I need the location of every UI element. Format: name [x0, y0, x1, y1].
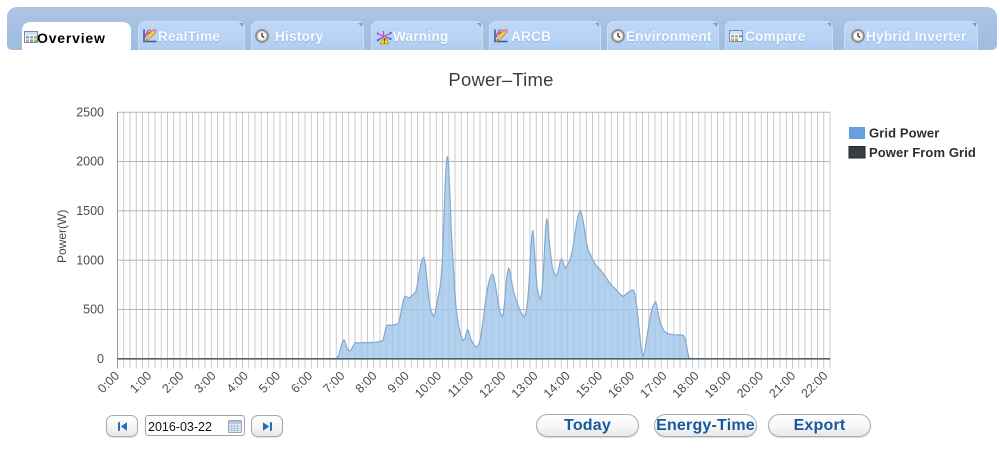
svg-text:4:00: 4:00 — [224, 369, 251, 396]
svg-text:1:00: 1:00 — [127, 369, 154, 396]
svg-text:0: 0 — [97, 352, 104, 366]
svg-text:5:00: 5:00 — [256, 369, 283, 396]
svg-text:8:00: 8:00 — [353, 369, 380, 396]
svg-text:15:00: 15:00 — [573, 369, 605, 401]
svg-text:18:00: 18:00 — [670, 369, 702, 401]
svg-text:19:00: 19:00 — [702, 369, 734, 401]
svg-text:12:00: 12:00 — [477, 369, 509, 401]
svg-text:11:00: 11:00 — [445, 369, 476, 400]
svg-text:2000: 2000 — [76, 155, 104, 169]
svg-text:22:00: 22:00 — [799, 369, 831, 401]
svg-text:17:00: 17:00 — [638, 369, 670, 401]
svg-text:13:00: 13:00 — [509, 369, 541, 401]
svg-text:3:00: 3:00 — [192, 369, 219, 396]
svg-text:Grid Power: Grid Power — [869, 126, 939, 141]
svg-text:Power From Grid: Power From Grid — [869, 145, 976, 160]
svg-text:0:00: 0:00 — [95, 369, 122, 396]
svg-text:14:00: 14:00 — [541, 369, 573, 401]
svg-text:500: 500 — [83, 303, 104, 317]
svg-text:7:00: 7:00 — [320, 369, 347, 396]
svg-text:2:00: 2:00 — [159, 369, 186, 396]
svg-text:1000: 1000 — [76, 253, 104, 267]
svg-text:1500: 1500 — [76, 204, 104, 218]
svg-text:21:00: 21:00 — [766, 369, 798, 401]
svg-text:20:00: 20:00 — [734, 369, 766, 401]
svg-text:10:00: 10:00 — [412, 369, 444, 401]
svg-text:2500: 2500 — [76, 105, 104, 119]
svg-text:6:00: 6:00 — [288, 369, 315, 396]
svg-text:9:00: 9:00 — [385, 369, 412, 396]
svg-text:16:00: 16:00 — [605, 369, 637, 401]
svg-text:Power(W): Power(W) — [55, 210, 69, 263]
